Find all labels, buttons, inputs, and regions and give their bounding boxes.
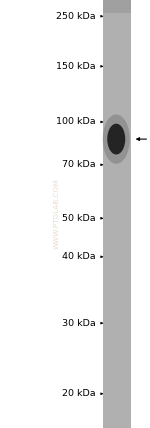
Text: 70 kDa: 70 kDa: [62, 160, 95, 169]
Ellipse shape: [107, 124, 125, 155]
Bar: [103, 0, 131, 13]
Bar: [103, 0, 131, 428]
Text: 100 kDa: 100 kDa: [56, 117, 95, 127]
Text: WWW.PTGLAB.COM: WWW.PTGLAB.COM: [54, 179, 60, 249]
Ellipse shape: [103, 114, 130, 164]
Text: 150 kDa: 150 kDa: [56, 62, 95, 71]
Text: 50 kDa: 50 kDa: [62, 214, 95, 223]
Text: 250 kDa: 250 kDa: [56, 12, 95, 21]
Text: 20 kDa: 20 kDa: [62, 389, 95, 398]
Text: 40 kDa: 40 kDa: [62, 252, 95, 262]
Text: 30 kDa: 30 kDa: [61, 318, 95, 328]
